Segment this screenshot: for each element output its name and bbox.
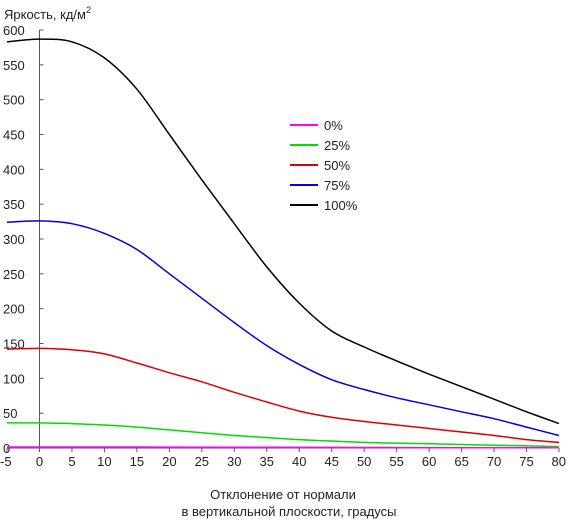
x-tick-label: 75 [519, 454, 533, 469]
legend-label-75-percent: 75% [324, 178, 350, 193]
legend-label-25-percent: 25% [324, 138, 350, 153]
x-tick-label: 5 [68, 454, 75, 469]
x-tick-label: 45 [324, 454, 338, 469]
y-tick-label: 300 [3, 232, 25, 247]
x-tick-label: 60 [422, 454, 436, 469]
legend: 0% 25% 50% 75% 100% [290, 118, 358, 213]
x-tick-label: 55 [389, 454, 403, 469]
y-axis-ticks: 050100150200250300350400450500550600 [3, 23, 44, 456]
series-line-0-percent [7, 446, 559, 449]
x-tick-label: 70 [487, 454, 501, 469]
y-tick-label: 600 [3, 23, 25, 38]
y-tick-label: 450 [3, 128, 25, 143]
x-tick-label: -5 [0, 454, 12, 469]
x-tick-label: 20 [162, 454, 176, 469]
x-tick-label: 15 [130, 454, 144, 469]
y-tick-label: 350 [3, 197, 25, 212]
legend-label-50-percent: 50% [324, 158, 350, 173]
x-tick-label: 40 [292, 454, 306, 469]
x-tick-label: 35 [260, 454, 274, 469]
y-axis-title: Яркость, кд/м2 [4, 5, 91, 22]
series-lines [6, 38, 560, 449]
y-tick-label: 150 [3, 337, 25, 352]
y-tick-label: 550 [3, 58, 25, 73]
x-tick-label: 50 [357, 454, 371, 469]
y-tick-label: 500 [3, 93, 25, 108]
series-line-50-percent [6, 347, 560, 444]
x-axis-title-line2: в вертикальной плоскости, градусы [181, 504, 396, 519]
y-tick-label: 50 [3, 406, 17, 421]
x-axis-title-line1: Отклонение от нормали [210, 487, 356, 502]
axes [7, 30, 559, 449]
x-axis-ticks: -5 0 5 10 15 20 25 30 35 40 45 50 55 60 65 70 75 80 [0, 448, 566, 469]
y-tick-label: 200 [3, 302, 25, 317]
x-tick-label: 80 [552, 454, 566, 469]
series-line-75-percent [6, 220, 560, 437]
x-tick-label: 0 [36, 454, 43, 469]
series-line-100-percent [6, 38, 560, 425]
x-tick-label: 30 [227, 454, 241, 469]
x-tick-label: 10 [97, 454, 111, 469]
legend-label-100-percent: 100% [324, 198, 358, 213]
series-line-25-percent [6, 422, 560, 448]
y-tick-label: 400 [3, 162, 25, 177]
y-tick-label: 100 [3, 371, 25, 386]
legend-label-0-percent: 0% [324, 118, 343, 133]
x-tick-label: 25 [195, 454, 209, 469]
y-tick-label: 250 [3, 267, 25, 282]
x-tick-label: 65 [454, 454, 468, 469]
